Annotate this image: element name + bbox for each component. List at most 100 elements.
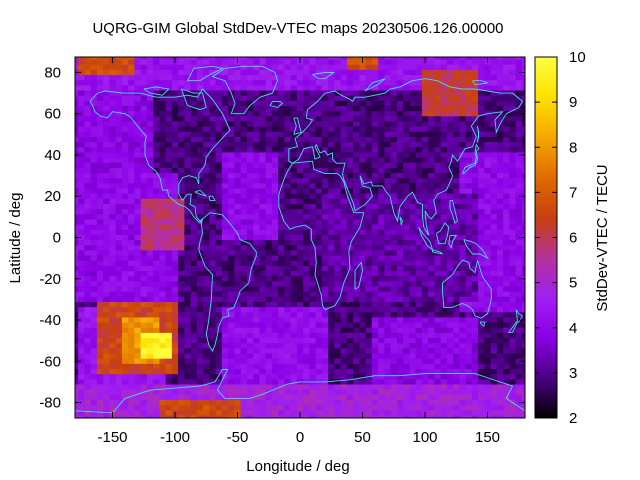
heatmap-cell (234, 394, 242, 401)
heatmap-cell (490, 85, 498, 92)
heatmap-cell (284, 369, 292, 375)
heatmap-cell (178, 157, 185, 164)
heatmap-cell (278, 219, 285, 226)
heatmap-cell (128, 379, 135, 386)
heatmap-cell (334, 126, 342, 133)
heatmap-cell (240, 157, 248, 164)
heatmap-cell (246, 348, 254, 355)
heatmap-cell (421, 203, 429, 210)
heatmap-cell (75, 126, 79, 133)
heatmap-cell (409, 209, 417, 215)
heatmap-cell (365, 162, 373, 169)
heatmap-cell (309, 384, 317, 391)
heatmap-cell (490, 358, 498, 365)
heatmap-cell (171, 384, 179, 391)
heatmap-cell (246, 394, 254, 401)
heatmap-cell (278, 332, 285, 339)
heatmap-cell (428, 219, 435, 226)
heatmap-cell (428, 178, 435, 184)
heatmap-cell (253, 312, 260, 319)
heatmap-cell (440, 59, 448, 66)
heatmap-cell (421, 229, 429, 236)
heatmap-cell (190, 80, 198, 86)
heatmap-cell (340, 312, 348, 319)
heatmap-cell (253, 105, 260, 112)
heatmap-cell (75, 353, 79, 360)
heatmap-cell (246, 121, 254, 128)
heatmap-cell (259, 399, 267, 406)
heatmap-cell (478, 121, 485, 128)
heatmap-cell (96, 348, 104, 355)
heatmap-cell (165, 167, 173, 174)
heatmap-cell (109, 379, 117, 386)
heatmap-cell (434, 394, 442, 401)
heatmap-cell (271, 111, 279, 117)
heatmap-cell (428, 389, 435, 396)
heatmap-cell (334, 286, 342, 293)
heatmap-cell (496, 327, 504, 334)
heatmap-cell (359, 167, 367, 174)
heatmap-cell (203, 214, 210, 221)
heatmap-cell (203, 255, 210, 262)
heatmap-cell (353, 69, 360, 76)
heatmap-cell (396, 162, 404, 169)
heatmap-cell (96, 136, 104, 143)
heatmap-cell (190, 389, 198, 396)
heatmap-cell (165, 126, 173, 133)
heatmap-cell (359, 276, 367, 282)
heatmap-cell (384, 338, 392, 344)
heatmap-cell (190, 312, 198, 319)
heatmap-cell (353, 157, 360, 164)
heatmap-cell (421, 142, 429, 148)
heatmap-cell (184, 296, 192, 303)
heatmap-cell (221, 64, 229, 71)
heatmap-cell (90, 255, 98, 262)
heatmap-cell (303, 234, 310, 241)
heatmap-cell (415, 131, 423, 138)
heatmap-cell (103, 90, 110, 97)
heatmap-cell (353, 240, 360, 246)
heatmap-cell (103, 296, 110, 303)
heatmap-cell (84, 178, 92, 184)
heatmap-cell (309, 229, 317, 236)
heatmap-cell (490, 203, 498, 210)
heatmap-cell (340, 198, 348, 205)
heatmap-cell (221, 394, 229, 401)
heatmap-cell (509, 219, 517, 226)
heatmap-cell (103, 281, 110, 288)
heatmap-cell (365, 271, 373, 277)
heatmap-cell (315, 95, 323, 102)
heatmap-cell (240, 317, 248, 324)
heatmap-cell (484, 203, 492, 210)
heatmap-cell (509, 374, 517, 380)
heatmap-cell (153, 100, 160, 107)
heatmap-cell (378, 265, 385, 272)
heatmap-cell (246, 296, 254, 303)
heatmap-cell (484, 301, 492, 308)
heatmap-cell (309, 188, 317, 195)
heatmap-cell (165, 374, 173, 380)
heatmap-cell (84, 286, 92, 293)
heatmap-cell (146, 399, 154, 406)
heatmap-cell (490, 209, 498, 215)
heatmap-cell (334, 255, 342, 262)
heatmap-cell (103, 389, 110, 396)
heatmap-cell (78, 147, 85, 154)
heatmap-cell (340, 188, 348, 195)
heatmap-cell (90, 374, 98, 380)
heatmap-cell (246, 173, 254, 179)
heatmap-cell (478, 379, 485, 386)
heatmap-cell (253, 59, 260, 66)
heatmap-cell (184, 57, 192, 61)
heatmap-cell (221, 121, 229, 128)
heatmap-cell (284, 394, 292, 401)
heatmap-cell (359, 255, 367, 262)
heatmap-cell (384, 301, 392, 308)
heatmap-cell (321, 229, 329, 236)
heatmap-cell (146, 245, 154, 251)
heatmap-cell (459, 198, 467, 205)
heatmap-cell (215, 245, 223, 251)
heatmap-cell (415, 369, 423, 375)
heatmap-cell (403, 286, 410, 293)
heatmap-cell (503, 116, 510, 123)
